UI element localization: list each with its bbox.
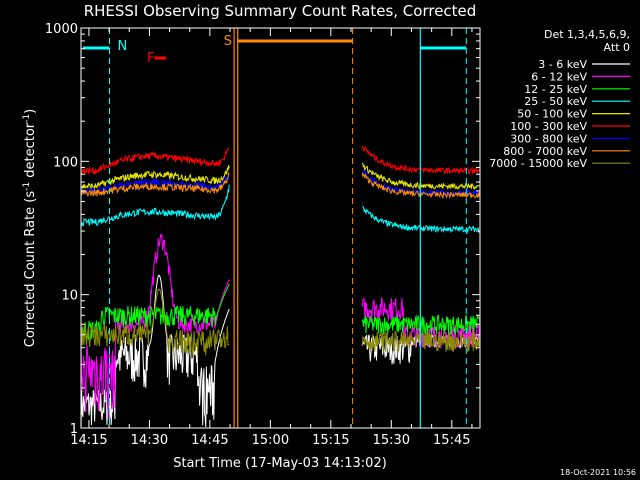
legend-label-6: 300 - 800 keV bbox=[510, 132, 587, 145]
y-tick-label-3: 1000 bbox=[45, 22, 78, 37]
series-line-3-b bbox=[362, 206, 481, 234]
night-label: N bbox=[118, 39, 128, 54]
series-line-0-a bbox=[80, 274, 230, 428]
plot-frame bbox=[80, 27, 481, 429]
legend-label-5: 100 - 300 keV bbox=[510, 120, 587, 133]
series-line-2-b bbox=[361, 314, 481, 335]
y-tick-label-1: 10 bbox=[61, 289, 78, 304]
y-axis-label-exp1: -1 bbox=[22, 182, 32, 191]
series-line-7-a bbox=[80, 171, 230, 197]
saa-label: S bbox=[224, 34, 232, 49]
legend-header-line2: Att 0 bbox=[604, 41, 630, 54]
legend-label-2: 12 - 25 keV bbox=[524, 83, 587, 96]
legend-label-3: 25 - 50 keV bbox=[524, 95, 587, 108]
series-line-8-a bbox=[80, 288, 230, 356]
series-line-5-b bbox=[361, 145, 481, 176]
legend-label-0: 3 - 6 keV bbox=[538, 58, 587, 71]
x-tick-label-5: 15:30 bbox=[373, 433, 410, 448]
y-axis-label: Corrected Count Rate (s-1 detector-1) bbox=[22, 109, 38, 347]
marker-layer: N F S bbox=[83, 28, 467, 428]
y-axis-label-part1: Corrected Count Rate (s bbox=[23, 191, 38, 348]
y-axis-label-exp2: -1 bbox=[22, 114, 32, 123]
x-tick-label-3: 15:00 bbox=[252, 433, 289, 448]
series-line-5-a bbox=[80, 147, 230, 176]
legend-header-line1: Det 1,3,4,5,6,9, bbox=[544, 28, 630, 41]
y-tick-label-0: 1 bbox=[70, 422, 78, 437]
x-tick-label-1: 14:30 bbox=[131, 433, 168, 448]
y-tick-label-2: 100 bbox=[53, 155, 78, 170]
x-axis-label: Start Time (17-May-03 14:13:02) bbox=[173, 456, 387, 471]
legend-label-8: 7000 - 15000 keV bbox=[489, 157, 587, 170]
x-tick-label-4: 15:15 bbox=[312, 433, 349, 448]
flare-label: F bbox=[147, 51, 154, 66]
x-tick-label-2: 14:45 bbox=[191, 433, 228, 448]
legend-label-4: 50 - 100 keV bbox=[517, 108, 587, 121]
series-line-8-b bbox=[361, 329, 481, 353]
timestamp: 18-Oct-2021 10:56 bbox=[560, 468, 636, 477]
series-layer bbox=[80, 145, 481, 428]
series-line-6-b bbox=[361, 169, 481, 198]
y-axis-label-part3: ) bbox=[23, 109, 38, 114]
x-tick-label-6: 15:45 bbox=[433, 433, 470, 448]
series-line-4-b bbox=[361, 162, 481, 190]
x-tick-label-0: 14:15 bbox=[70, 433, 107, 448]
series-line-7-b bbox=[361, 172, 481, 200]
chart-title: RHESSI Observing Summary Count Rates, Co… bbox=[84, 2, 477, 20]
legend-label-1: 6 - 12 keV bbox=[531, 70, 587, 83]
series-line-3-a bbox=[80, 184, 230, 227]
series-line-4-a bbox=[80, 165, 230, 191]
tick-layer: 14:15 14:30 14:45 15:00 15:15 15:30 15:45 1 10 10… bbox=[45, 22, 480, 448]
y-axis-label-part2: detector bbox=[23, 122, 38, 182]
legend-label-7: 800 - 7000 keV bbox=[503, 145, 587, 158]
